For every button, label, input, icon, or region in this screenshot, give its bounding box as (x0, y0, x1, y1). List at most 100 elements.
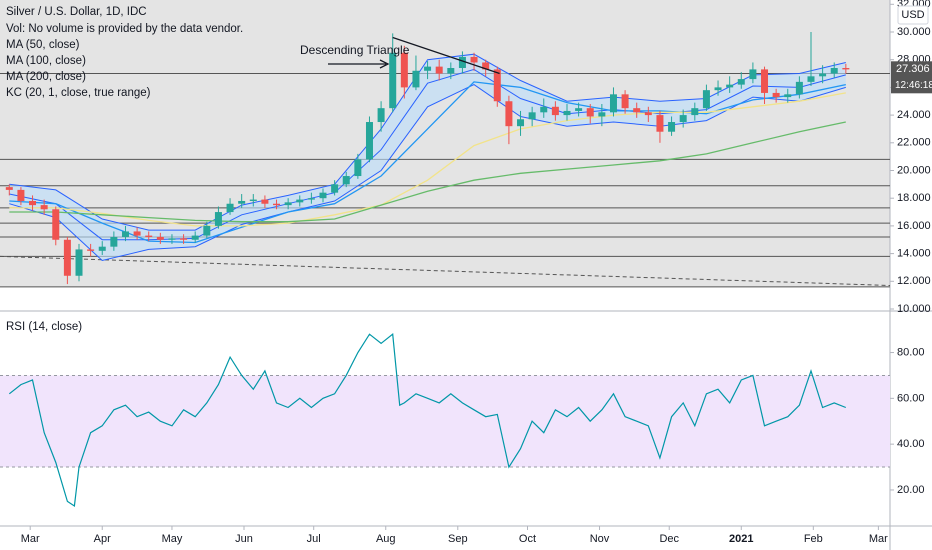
y-tick-label: 24.000 (897, 109, 931, 121)
rsi-y-tick-label: 40.00 (897, 438, 925, 450)
rsi-title: RSI (14, close) (6, 321, 82, 333)
candle-body (238, 200, 246, 204)
candle-body (5, 187, 13, 190)
candle-body (749, 69, 757, 80)
rsi-y-tick-label: 80.00 (897, 346, 925, 358)
chart-title: Silver / U.S. Dollar, 1D, IDC (6, 6, 147, 18)
candle-body (75, 249, 83, 276)
candle-body (528, 112, 536, 120)
candle-body (807, 76, 815, 82)
candle-body (761, 69, 769, 93)
candle-body (656, 115, 664, 132)
kc-lower (9, 84, 846, 262)
chart-subtitle: Vol: No volume is provided by the data v… (6, 23, 243, 35)
y-tick-label: 14.000 (897, 248, 931, 260)
candle-body (598, 112, 606, 117)
candle-body (772, 92, 780, 98)
candle-body (714, 87, 722, 91)
x-tick-label: May (162, 533, 183, 545)
candle-body (261, 199, 269, 204)
candle-body (203, 225, 211, 236)
currency-box (897, 5, 929, 25)
candle-body (249, 199, 257, 201)
candle-body (784, 94, 792, 98)
y-tick-label: 32.000 (897, 0, 931, 10)
candle-body (354, 159, 362, 177)
ma-line (9, 121, 846, 223)
candle-body (482, 62, 490, 70)
candle-body (307, 198, 315, 200)
x-tick-label: Apr (94, 533, 111, 545)
y-tick-label: 16.000 (897, 220, 931, 232)
candle-body (609, 94, 617, 113)
candle-body (273, 203, 281, 206)
candle-body (621, 94, 629, 109)
candle-body (795, 81, 803, 95)
y-tick-label: 22.000 (897, 137, 931, 149)
candle-body (412, 70, 420, 88)
candle-body (575, 108, 583, 111)
candle-body (737, 79, 745, 85)
candle-body (52, 209, 60, 240)
candle-body (168, 238, 176, 240)
candle-body (63, 239, 71, 276)
x-tick-label: 2021 (729, 533, 753, 545)
currency: USD (901, 9, 924, 21)
candle-body (586, 108, 594, 117)
candle-body (29, 200, 37, 206)
legend-ma200: MA (200, close) (6, 71, 86, 83)
x-tick-label: Nov (590, 533, 610, 545)
candle-body (377, 108, 385, 123)
candle-body (726, 84, 734, 88)
candle-body (691, 108, 699, 116)
legend-ma100: MA (100, close) (6, 55, 86, 67)
candle-body (98, 246, 106, 251)
y-tick-label: 30.000 (897, 26, 931, 38)
candle-body (702, 90, 710, 109)
candle-body (156, 236, 164, 240)
candle-body (400, 52, 408, 88)
candle-body (644, 112, 652, 116)
x-tick-label: Jul (307, 533, 321, 545)
countdown: 12:46:18 (895, 80, 932, 91)
triangle-line (392, 36, 500, 75)
x-tick-label: Mar (869, 533, 888, 545)
candle-body (389, 52, 397, 109)
candle-body (830, 68, 838, 74)
x-tick-label: Jun (235, 533, 253, 545)
y-tick-label: 20.000 (897, 164, 931, 176)
rsi-y-tick-label: 20.00 (897, 484, 925, 496)
y-tick-label: 18.000 (897, 192, 931, 204)
annotation: Descending Triangle (300, 43, 410, 57)
candle-body (214, 212, 222, 226)
candle-body (191, 235, 199, 240)
candle-body (296, 199, 304, 203)
candle-body (470, 56, 478, 63)
y-tick-label: 12.000 (897, 275, 931, 287)
candle-body (180, 238, 188, 240)
candle-body (87, 249, 95, 251)
trend-line (0, 255, 891, 286)
last-price-label: 27.306 (896, 63, 930, 75)
candle-body (435, 66, 443, 74)
candle-body (551, 106, 559, 116)
x-tick-label: Mar (21, 533, 40, 545)
legend-ma50: MA (50, close) (6, 39, 80, 51)
ma-line (9, 92, 846, 227)
candle-body (424, 66, 432, 71)
candle-body (133, 231, 141, 236)
rsi-y-tick-label: 60.00 (897, 392, 925, 404)
candle-body (458, 56, 466, 69)
candle-body (365, 122, 373, 160)
candle-body (40, 205, 48, 210)
candle-body (505, 101, 513, 127)
candle-body (145, 235, 153, 237)
annotation-arrowhead (379, 59, 390, 69)
candle-body (342, 176, 350, 185)
candle-body (331, 184, 339, 193)
x-tick-label: Oct (519, 533, 536, 545)
candle-body (819, 73, 827, 77)
x-tick-label: Aug (376, 533, 396, 545)
candle-body (284, 202, 292, 206)
